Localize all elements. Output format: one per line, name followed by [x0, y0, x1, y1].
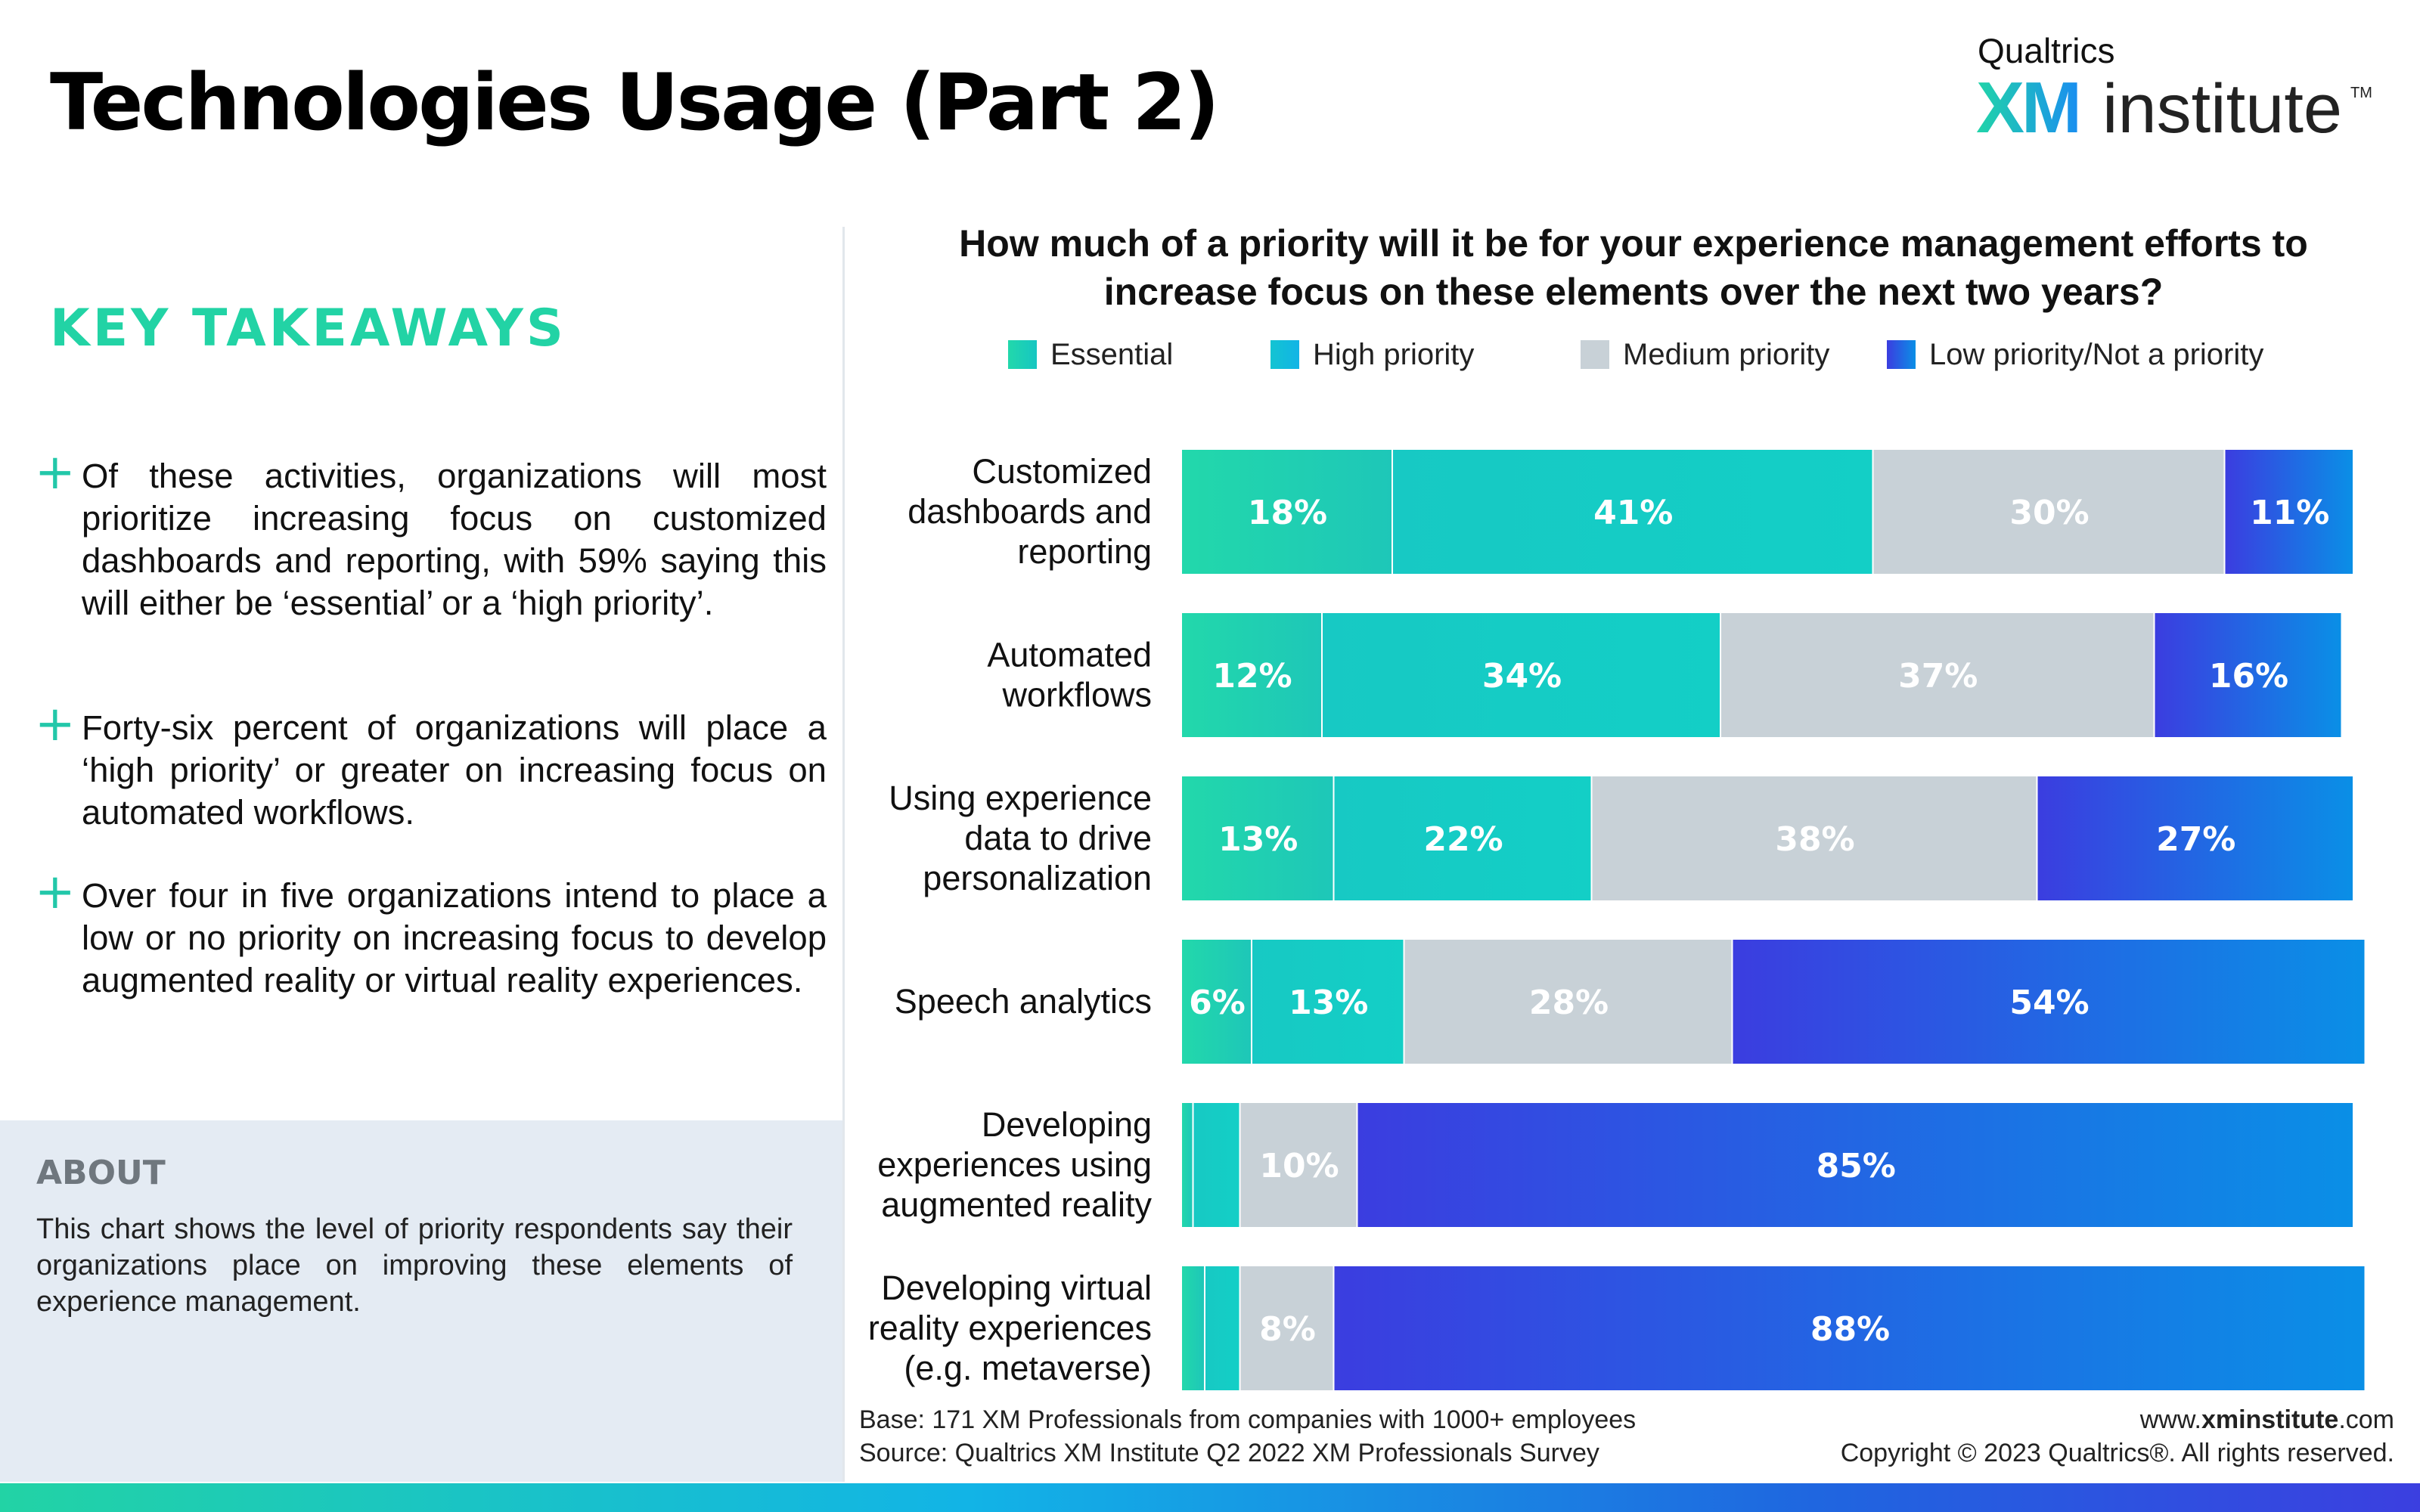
bar-segment-low — [2037, 776, 2353, 900]
chart-title: How much of a priority will it be for yo… — [959, 222, 2308, 313]
category-label: Developing virtual reality experiences (e.… — [868, 1269, 1152, 1387]
legend-item-essential: Essential — [1008, 336, 1173, 373]
about-panel: ABOUT This chart shows the level of prio… — [0, 1120, 842, 1482]
category-label: Customized dashboards and reporting — [908, 452, 1152, 571]
bar-segment-medium — [1592, 776, 2037, 900]
page-title: Technologies Usage (Part 2) — [50, 57, 1220, 148]
data-label: 10% — [1259, 1147, 1339, 1185]
bar-segment-medium — [1721, 613, 2154, 737]
legend-swatch — [1581, 340, 1609, 369]
data-label: 34% — [1482, 657, 1562, 696]
data-label: 38% — [1775, 820, 1854, 859]
logo-institute-text: institute — [2102, 70, 2343, 147]
bar-segment-medium — [1873, 450, 2224, 574]
footer-source: Source: Qualtrics XM Institute Q2 2022 X… — [859, 1439, 1599, 1467]
bar-segment-low — [2225, 450, 2353, 574]
data-label: 88% — [1810, 1310, 1890, 1349]
bar-segment-essential — [1182, 613, 1321, 737]
bar-segment-high — [1193, 1103, 1239, 1227]
bar-segment-high — [1205, 1266, 1239, 1390]
category-label: Using experience data to drive personaliza… — [889, 779, 1152, 897]
key-takeaways-heading: KEY TAKEAWAYS — [50, 299, 566, 358]
bar-segment-medium — [1240, 1266, 1333, 1390]
logo-xm-text: XM — [1976, 67, 2082, 148]
bar-segment-low — [1357, 1103, 2353, 1227]
data-label: 37% — [1898, 657, 1978, 696]
bar-segment-low — [1334, 1266, 2365, 1390]
bar-segment-essential — [1182, 1103, 1193, 1227]
data-label: 13% — [1289, 984, 1368, 1022]
takeaway-text: Of these activities, organizations will … — [82, 457, 827, 622]
bar-segment-medium — [1404, 940, 1732, 1064]
footer-notes: Base: 171 XM Professionals from companie… — [859, 1403, 1636, 1470]
legend-swatch — [1270, 340, 1299, 369]
bar-segment-high — [1252, 940, 1404, 1064]
data-label: 8% — [1259, 1310, 1316, 1349]
data-label: 41% — [1593, 494, 1673, 532]
plus-icon: + — [35, 696, 76, 752]
footer-base: Base: 171 XM Professionals from companie… — [859, 1405, 1637, 1434]
data-label: 28% — [1529, 984, 1609, 1022]
legend-label: High priority — [1313, 337, 1475, 371]
bar-segment-essential — [1182, 450, 1392, 574]
bar-segment-essential — [1182, 1266, 1204, 1390]
footer-copyright: Copyright © 2023 Qualtrics®. All rights … — [1840, 1439, 2394, 1467]
takeaway-text: Over four in five organizations intend t… — [82, 876, 827, 999]
plus-icon: + — [35, 864, 76, 920]
footer-credits: www.xminstitute.com Copyright © 2023 Qua… — [1841, 1403, 2394, 1470]
data-label: 22% — [1423, 820, 1503, 859]
footer-website-suffix: .com — [2338, 1405, 2394, 1434]
logo-qualtrics-text: Qualtrics — [1978, 31, 2115, 70]
panel-divider — [842, 227, 845, 1482]
data-label: 13% — [1218, 820, 1298, 859]
data-label: 16% — [2209, 657, 2288, 696]
takeaway-text: Forty-six percent of organizations will … — [82, 708, 827, 832]
footer-website-prefix: www. — [2139, 1405, 2201, 1434]
legend-swatch — [1887, 340, 1916, 369]
about-heading: ABOUT — [36, 1154, 166, 1192]
data-label: 30% — [2009, 494, 2089, 532]
bottom-gradient-bar — [0, 1483, 2420, 1512]
bar-segment-essential — [1182, 940, 1251, 1064]
footer-website: www.xminstitute.com — [1841, 1403, 2394, 1436]
footer-website-bold: xminstitute — [2201, 1405, 2339, 1434]
bar-segment-low — [1733, 940, 2365, 1064]
plus-icon: + — [35, 445, 76, 500]
bar-segment-high — [1334, 776, 1591, 900]
bar-segment-high — [1393, 450, 1872, 574]
bar-segment-essential — [1182, 776, 1333, 900]
category-label: Speech analytics — [895, 982, 1152, 1021]
category-label: Developing experiences using augmented rea… — [877, 1105, 1152, 1224]
legend-swatch — [1008, 340, 1037, 369]
logo-trademark: TM — [2350, 85, 2372, 101]
data-label: 12% — [1212, 657, 1292, 696]
legend-label: Essential — [1050, 337, 1174, 371]
data-label: 27% — [2156, 820, 2235, 859]
category-label: Automated workflows — [987, 636, 1152, 714]
data-label: 6% — [1189, 984, 1246, 1022]
stacked-bar-chart: Customized dashboards and reporting 18% 41% 3… — [868, 450, 2365, 1390]
xm-institute-logo: Qualtrics XM institute TM — [1976, 30, 2372, 151]
data-label: 11% — [2250, 494, 2329, 532]
legend-label: Low priority/Not a priority — [1929, 337, 2264, 371]
legend-item-medium-priority: Medium priority — [1581, 336, 1829, 373]
data-label: 85% — [1817, 1147, 1896, 1185]
bar-segment-low — [2155, 613, 2341, 737]
legend-label: Medium priority — [1623, 337, 1830, 371]
bar-segment-high — [1323, 613, 1720, 737]
legend-item-low-priority: Low priority/Not a priority — [1887, 336, 2263, 373]
bar-segment-medium — [1240, 1103, 1357, 1227]
data-label: 54% — [2009, 984, 2089, 1022]
about-text: This chart shows the level of priority r… — [36, 1213, 793, 1318]
legend-item-high-priority: High priority — [1270, 336, 1474, 373]
data-label: 18% — [1248, 494, 1327, 532]
